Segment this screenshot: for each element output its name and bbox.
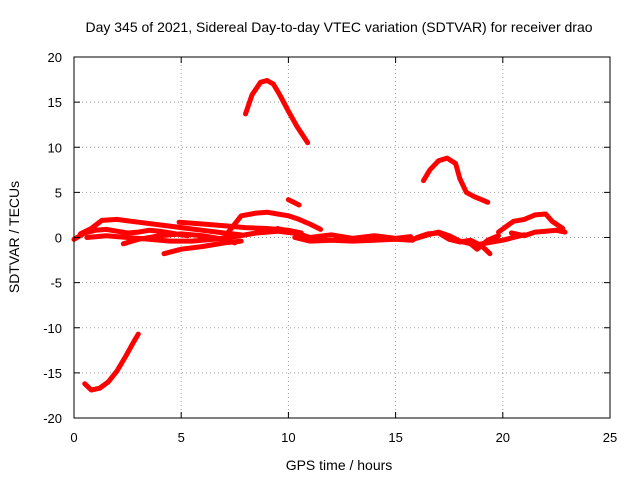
- y-axis-label: SDTVAR / TECUs: [6, 181, 22, 293]
- series-arc-q: [496, 211, 566, 235]
- x-tick-labels: 0 5 10 15 20 25: [70, 430, 617, 445]
- series-arc-l: [292, 235, 416, 244]
- y-tick-label: -15: [43, 366, 62, 381]
- series-arc-i: [243, 78, 311, 146]
- series-arc-e: [120, 231, 238, 247]
- series-arc-r: [508, 227, 568, 239]
- ticks: [73, 56, 611, 419]
- series-arc-d: [82, 331, 141, 393]
- y-tick-label: 15: [48, 95, 62, 110]
- x-tick-label: 0: [70, 430, 77, 445]
- y-tick-label: 5: [55, 185, 62, 200]
- x-tick-label: 15: [388, 430, 402, 445]
- series-arc-j: [285, 197, 302, 208]
- y-tick-label: -5: [50, 276, 62, 291]
- y-tick-label: 0: [55, 231, 62, 246]
- x-tick-label: 25: [603, 430, 617, 445]
- y-tick-label: 10: [48, 140, 62, 155]
- x-axis-label: GPS time / hours: [286, 457, 393, 473]
- y-tick-label: -20: [43, 411, 62, 426]
- series-group: [71, 78, 568, 393]
- y-tick-label: -10: [43, 321, 62, 336]
- chart-title: Day 345 of 2021, Sidereal Day-to-day VTE…: [85, 19, 592, 35]
- x-tick-label: 5: [178, 430, 185, 445]
- series-arc-h: [225, 209, 324, 235]
- x-tick-label: 20: [496, 430, 510, 445]
- series-arc-b: [77, 216, 244, 238]
- x-tick-label: 10: [281, 430, 295, 445]
- series-arc-f: [161, 238, 244, 257]
- series-arc-c: [84, 228, 296, 244]
- series-arc-o: [421, 155, 491, 205]
- y-tick-label: 20: [48, 50, 62, 65]
- y-tick-labels: -20 -15 -10 -5 0 5 10 15 20: [43, 50, 62, 426]
